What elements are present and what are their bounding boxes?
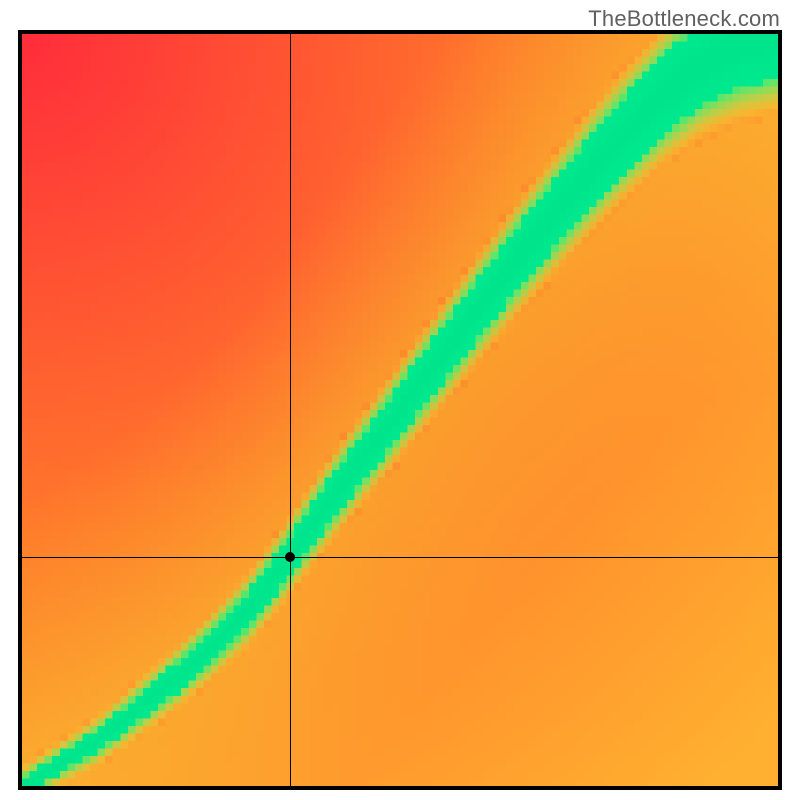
crosshair-vertical	[290, 34, 291, 786]
heatmap-canvas	[22, 34, 778, 786]
crosshair-marker	[285, 552, 295, 562]
figure-container: TheBottleneck.com	[0, 0, 800, 800]
crosshair-horizontal	[22, 557, 778, 558]
heatmap-plot	[22, 34, 778, 786]
watermark-text: TheBottleneck.com	[588, 6, 780, 32]
